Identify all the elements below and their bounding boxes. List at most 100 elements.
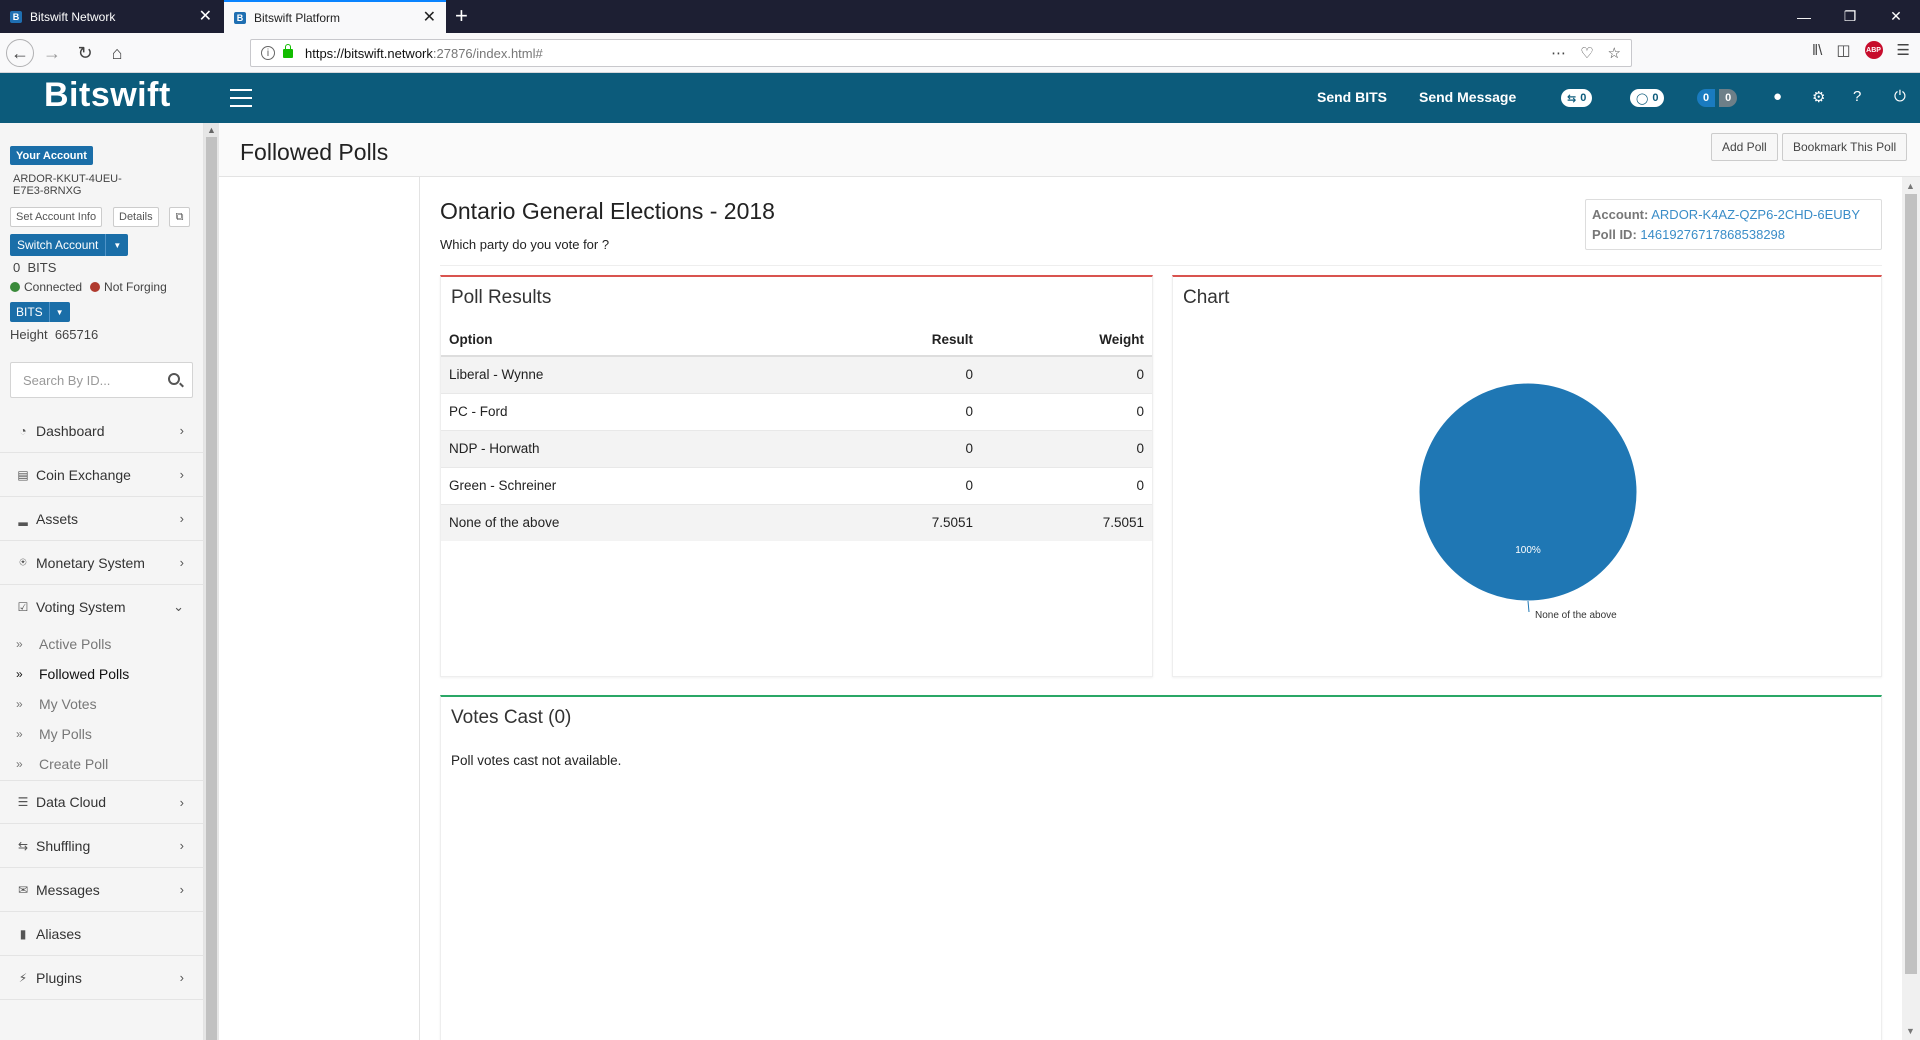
poll-title: Ontario General Elections - 2018: [440, 198, 775, 224]
main-scrollbar[interactable]: ▲ ▼: [1902, 177, 1920, 1040]
sidebar-toggle-icon[interactable]: ◫: [1836, 42, 1851, 59]
bookmark-star-icon[interactable]: ☆: [1607, 45, 1621, 62]
submenu-label: My Votes: [39, 696, 97, 712]
weight-cell: 0: [981, 466, 1152, 504]
new-tab-icon[interactable]: +: [455, 3, 468, 28]
option-cell: None of the above: [441, 503, 861, 541]
table-row: Liberal - Wynne 0 0: [441, 355, 1152, 393]
back-icon[interactable]: ←: [6, 39, 34, 67]
power-icon[interactable]: ⏻: [1894, 88, 1906, 105]
set-account-info-button[interactable]: Set Account Info: [10, 207, 103, 227]
shuffle-icon: ⇆: [1567, 92, 1577, 105]
caret-down-icon[interactable]: ▼: [105, 234, 128, 256]
exchange-icon: ▤: [17, 467, 29, 482]
more-actions-icon[interactable]: ⋯: [1551, 45, 1567, 62]
chevron-right-icon: ›: [179, 794, 184, 810]
scroll-up-icon[interactable]: ▲: [1906, 181, 1915, 191]
sidebar-scroll-thumb[interactable]: [206, 137, 217, 1040]
minimize-icon[interactable]: —: [1797, 8, 1811, 25]
adblock-icon[interactable]: ABP: [1864, 41, 1883, 59]
forward-icon[interactable]: →: [43, 42, 61, 63]
browser-tab-bitswift-platform[interactable]: B Bitswift Platform ✕: [224, 0, 446, 33]
result-cell: 0: [861, 392, 981, 430]
pie-slice[interactable]: [1418, 382, 1638, 602]
close-tab-icon[interactable]: ✕: [422, 8, 436, 26]
sidebar-item-data-cloud[interactable]: ☰ Data Cloud ›: [0, 780, 204, 824]
browser-nav-bar: ← → ↻ ⌂ i https://bitswift.network:27876…: [0, 33, 1920, 73]
submenu-my-votes[interactable]: » My Votes: [0, 689, 204, 719]
submenu-label: Active Polls: [39, 636, 112, 652]
close-tab-icon[interactable]: ✕: [198, 7, 212, 25]
sidebar-scrollbar[interactable]: ▲: [204, 123, 219, 1040]
submenu-create-poll[interactable]: » Create Poll: [0, 749, 204, 779]
help-icon[interactable]: ?: [1853, 88, 1862, 105]
sidebar-item-label: Data Cloud: [36, 794, 107, 810]
library-icon[interactable]: ‖\: [1811, 41, 1823, 59]
settings-gear-icon[interactable]: ⚙: [1812, 89, 1826, 106]
submenu-followed-polls[interactable]: » Followed Polls: [0, 659, 204, 689]
sidebar-item-label: Assets: [36, 510, 79, 527]
copy-icon[interactable]: ⧉: [169, 207, 190, 227]
submenu-active-polls[interactable]: » Active Polls: [0, 629, 204, 659]
bookmark-poll-button[interactable]: Bookmark This Poll: [1782, 133, 1908, 161]
caret-down-icon[interactable]: ▼: [48, 302, 70, 322]
scroll-up-icon[interactable]: ▲: [207, 125, 216, 135]
sidebar-item-voting-system[interactable]: ☑ Voting System ⌄: [0, 585, 204, 629]
url-bar[interactable]: i https://bitswift.network:27876/index.h…: [250, 39, 1632, 67]
home-icon[interactable]: ⌂: [111, 42, 123, 63]
add-poll-button[interactable]: Add Poll: [1711, 133, 1778, 161]
close-window-icon[interactable]: ✕: [1890, 8, 1902, 24]
pie-chart: 100% None of the above: [1418, 382, 1638, 621]
restore-icon[interactable]: ❐: [1843, 8, 1857, 24]
user-icon[interactable]: ●: [1773, 88, 1783, 105]
scroll-down-icon[interactable]: ▼: [1906, 1026, 1915, 1036]
sidebar-item-shuffling[interactable]: ⇆ Shuffling ›: [0, 824, 204, 868]
hamburger-menu-icon[interactable]: [230, 89, 252, 107]
submenu-my-polls[interactable]: » My Polls: [0, 719, 204, 749]
browser-tab-bitswift-network[interactable]: B Bitswift Network ✕: [0, 0, 222, 33]
brand-logo[interactable]: Bitswift: [44, 76, 171, 114]
pie-category-label: None of the above: [1535, 610, 1617, 621]
pocket-icon[interactable]: ♡: [1580, 45, 1594, 62]
chart-title: Chart: [1183, 287, 1230, 308]
submenu-label: My Polls: [39, 726, 92, 742]
sidebar-item-monetary-system[interactable]: ⍟ Monetary System ›: [0, 541, 204, 585]
search-icon[interactable]: [168, 373, 180, 385]
result-cell: 0: [861, 466, 981, 504]
main-scroll-thumb[interactable]: [1905, 194, 1917, 974]
sidebar-item-coin-exchange[interactable]: ▤ Coin Exchange ›: [0, 453, 204, 497]
send-bits-link[interactable]: Send BITS: [1317, 89, 1388, 105]
poll-list-pane: [219, 177, 420, 1040]
column-header-result: Result: [861, 323, 981, 357]
divider: [440, 265, 1882, 266]
account-label: Account:: [1592, 207, 1649, 222]
poll-results-panel: Poll Results Option Result Weight Libera…: [440, 275, 1153, 677]
chat-badge[interactable]: ◯ 0: [1630, 89, 1665, 107]
sidebar-item-aliases[interactable]: ▮ Aliases: [0, 912, 204, 956]
sidebar-item-messages[interactable]: ✉ Messages ›: [0, 868, 204, 912]
balance: 0 BITS: [13, 260, 56, 275]
coin-label: BITS: [16, 305, 43, 319]
notification-badge[interactable]: 0 0: [1697, 89, 1738, 107]
menu-icon[interactable]: ☰: [1896, 42, 1910, 59]
switch-account-button[interactable]: Switch Account ▼: [10, 234, 129, 256]
shuffle-badge[interactable]: ⇆ 0: [1561, 89, 1593, 107]
your-account-button[interactable]: Your Account: [10, 146, 93, 165]
chevron-down-icon: ⌄: [173, 599, 184, 614]
option-cell: Green - Schreiner: [441, 466, 861, 504]
details-button[interactable]: Details: [113, 207, 159, 227]
result-cell: 7.5051: [861, 503, 981, 541]
chevron-right-icon: ›: [179, 511, 184, 526]
sidebar-item-assets[interactable]: ▂ Assets ›: [0, 497, 204, 541]
search-by-id-input[interactable]: Search By ID...: [10, 362, 193, 398]
account-id: ARDOR-KKUT-4UEU-E7E3-8RNXG: [13, 173, 122, 197]
poll-account-link[interactable]: ARDOR-K4AZ-QZP6-2CHD-6EUBY: [1651, 207, 1861, 222]
sidebar-item-plugins[interactable]: ⚡ Plugins ›: [0, 956, 204, 1000]
poll-id-link[interactable]: 14619276717868538298: [1640, 227, 1786, 242]
send-message-link[interactable]: Send Message: [1419, 89, 1517, 105]
chat-icon: ◯: [1636, 92, 1649, 105]
info-icon[interactable]: i: [261, 46, 275, 60]
reload-icon[interactable]: ↻: [77, 42, 93, 63]
sidebar-item-dashboard[interactable]: ◔ Dashboard ›: [0, 409, 204, 453]
coin-selector-button[interactable]: BITS ▼: [10, 302, 70, 322]
